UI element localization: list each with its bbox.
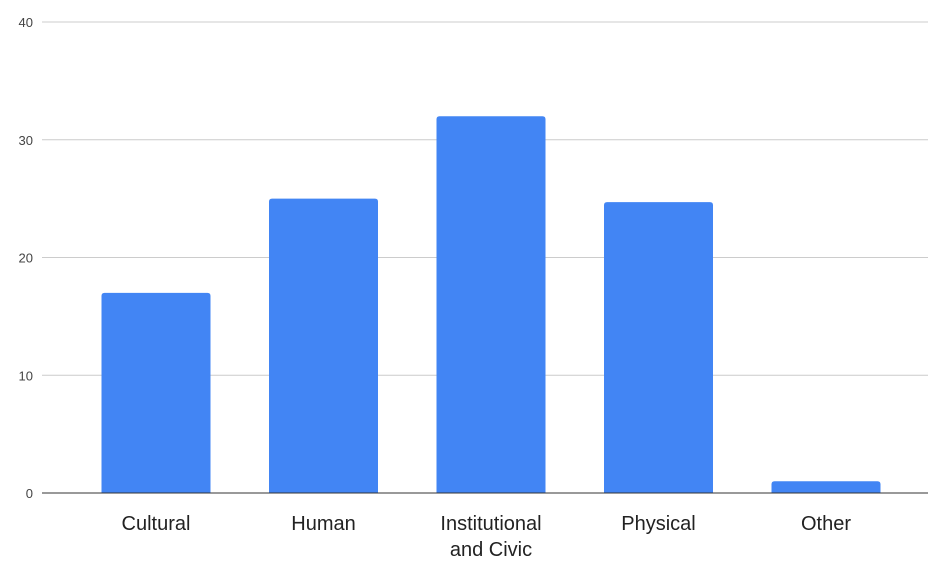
x-category-label-line: Cultural — [122, 513, 191, 535]
x-category-label-line: Other — [801, 513, 851, 535]
y-tick-label: 0 — [26, 486, 33, 501]
bar-cultural — [101, 292, 211, 493]
x-category-label-line: Human — [291, 513, 355, 535]
y-axis-ticks: 0 10 20 30 40 — [19, 15, 33, 501]
bars — [101, 116, 881, 493]
bar-physical — [604, 202, 713, 493]
x-category-label-line: Physical — [621, 513, 695, 535]
x-category-label: Other — [801, 513, 851, 535]
x-category-label: Institutional and Civic — [440, 513, 541, 561]
x-category-label-line: and Civic — [450, 539, 532, 561]
y-tick-label: 40 — [19, 15, 33, 30]
x-category-label: Human — [291, 513, 355, 535]
bar-human — [269, 198, 378, 493]
bar-other — [771, 481, 881, 493]
x-category-label: Physical — [621, 513, 695, 535]
y-tick-label: 20 — [19, 251, 33, 266]
x-category-label-line: Institutional — [440, 513, 541, 535]
x-axis-categories: Cultural Human Institutional and Civic Physi… — [122, 513, 852, 561]
y-tick-label: 10 — [19, 368, 33, 383]
y-tick-label: 30 — [19, 133, 33, 148]
bar-institutional-and-civic — [436, 116, 546, 493]
x-category-label: Cultural — [122, 513, 191, 535]
